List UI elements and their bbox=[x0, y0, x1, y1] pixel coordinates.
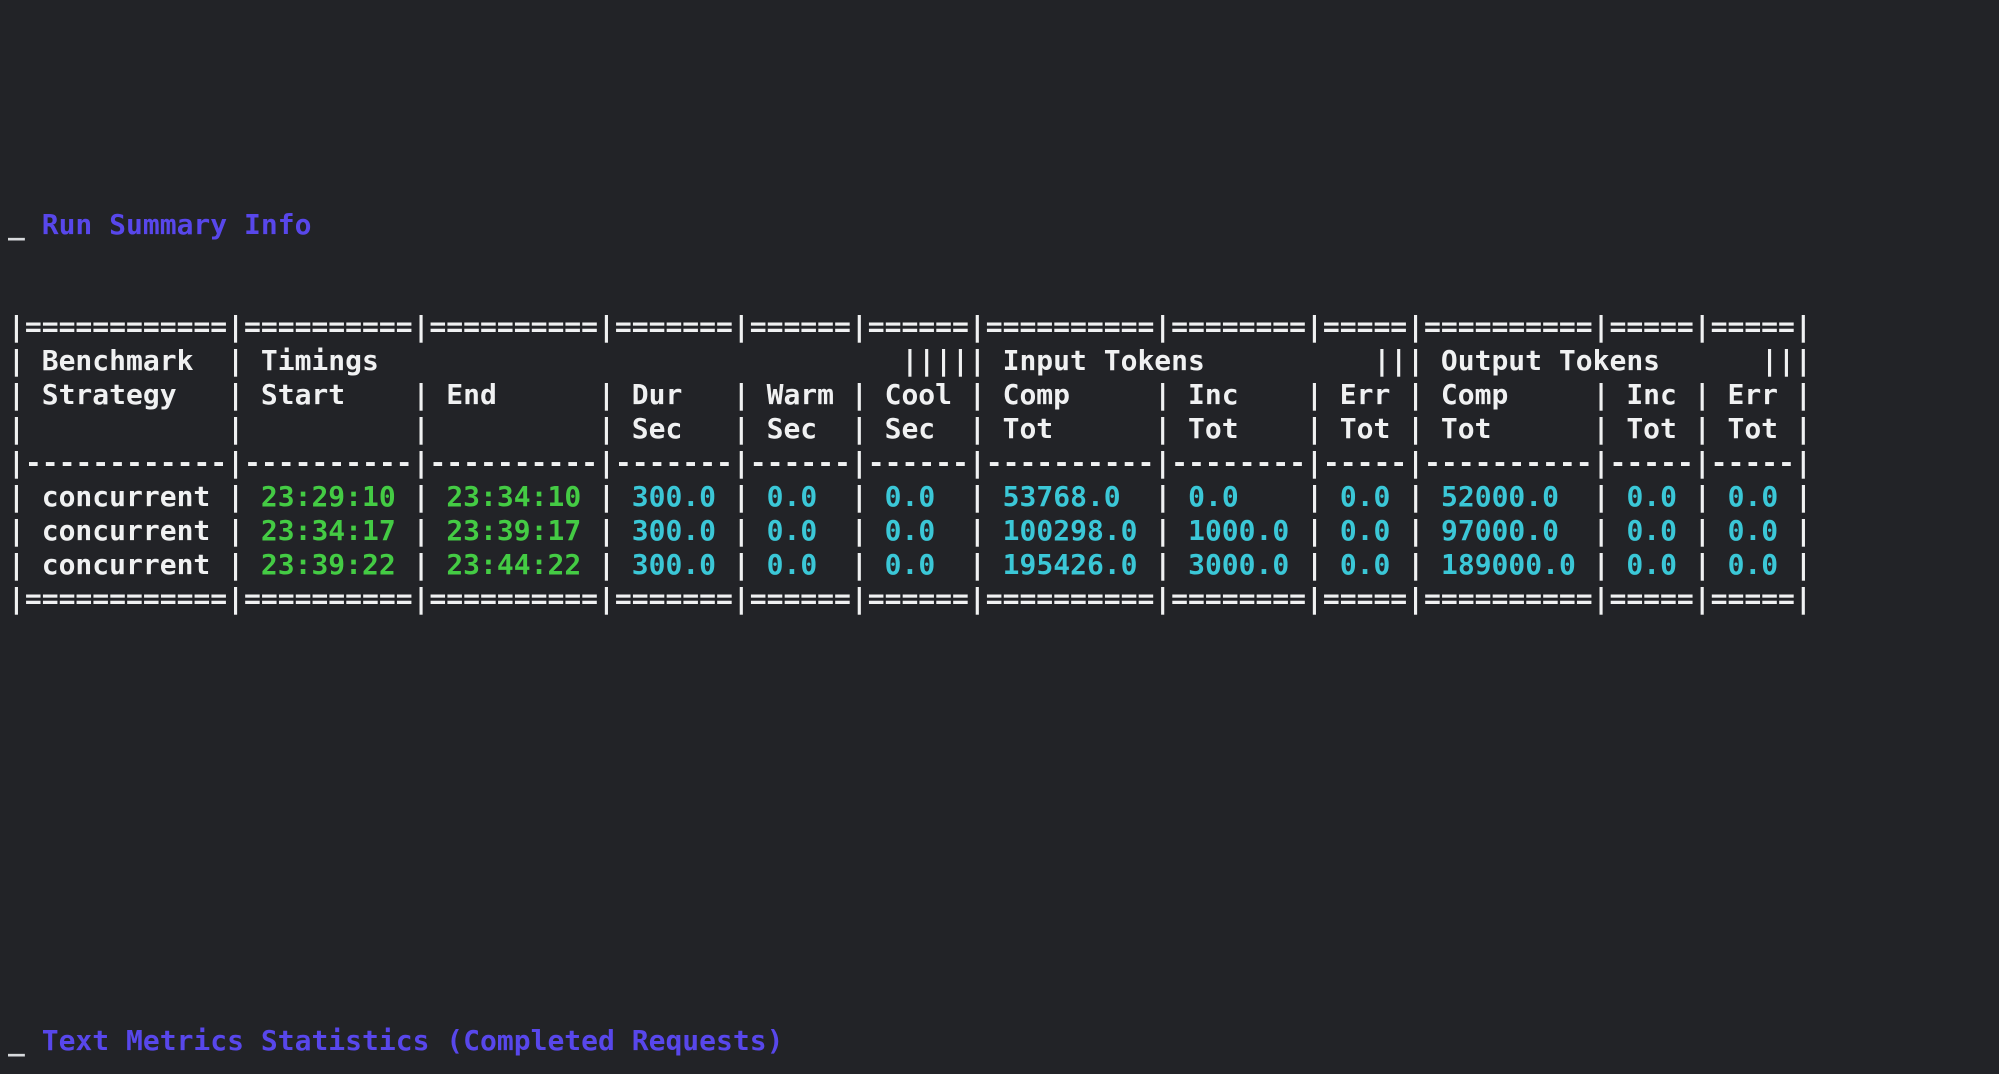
section-title: _ Run Summary Info bbox=[8, 208, 1999, 242]
numeric-value: 0.0 bbox=[1626, 548, 1677, 581]
cursor-underscore: _ bbox=[8, 1024, 25, 1057]
numeric-value: 0.0 bbox=[1188, 480, 1239, 513]
numeric-value: 0.0 bbox=[1727, 514, 1779, 547]
numeric-value: 0.0 bbox=[884, 480, 936, 513]
numeric-value: 300.0 bbox=[631, 514, 717, 547]
numeric-value: 0.0 bbox=[1626, 514, 1678, 547]
numeric-value: 0.0 bbox=[1339, 514, 1391, 547]
numeric-value: 0.0 bbox=[766, 514, 818, 547]
timestamp-value: 23:34:10 bbox=[446, 480, 582, 513]
numeric-value: 0.0 bbox=[1727, 480, 1779, 513]
numeric-value: 0.0 bbox=[1339, 480, 1391, 513]
numeric-value: 100298.0 bbox=[1002, 514, 1138, 547]
run-summary-table: |============|==========|==========|====… bbox=[8, 310, 1812, 615]
timestamp-value: 23:34:17 bbox=[260, 514, 396, 547]
run-summary-section: _ Run Summary Info |============|=======… bbox=[8, 140, 1999, 684]
text-metrics-title: Text Metrics Statistics (Completed Reque… bbox=[41, 1024, 784, 1057]
timestamp-value: 23:39:17 bbox=[446, 514, 582, 547]
numeric-value: 300.0 bbox=[631, 480, 717, 513]
numeric-value: 0.0 bbox=[1339, 548, 1391, 581]
numeric-value: 1000.0 bbox=[1188, 514, 1290, 547]
timestamp-value: 23:44:22 bbox=[446, 548, 582, 581]
cursor-underscore: _ bbox=[8, 208, 25, 241]
section-gap bbox=[8, 786, 1999, 854]
numeric-value: 3000.0 bbox=[1188, 548, 1290, 581]
numeric-value: 0.0 bbox=[1626, 480, 1678, 513]
numeric-value: 0.0 bbox=[884, 548, 936, 581]
text-metrics-section: _ Text Metrics Statistics (Completed Req… bbox=[8, 956, 1999, 1074]
numeric-value: 0.0 bbox=[884, 514, 936, 547]
numeric-value: 189000.0 bbox=[1440, 548, 1576, 581]
numeric-value: 0.0 bbox=[766, 480, 818, 513]
numeric-value: 53768.0 bbox=[1002, 480, 1121, 513]
section-title: _ Text Metrics Statistics (Completed Req… bbox=[8, 1024, 1999, 1058]
timestamp-value: 23:39:22 bbox=[260, 548, 396, 581]
run-summary-title: Run Summary Info bbox=[41, 208, 312, 241]
numeric-value: 300.0 bbox=[631, 548, 717, 581]
numeric-value: 195426.0 bbox=[1002, 548, 1138, 581]
numeric-value: 0.0 bbox=[766, 548, 818, 581]
numeric-value: 0.0 bbox=[1727, 548, 1779, 581]
timestamp-value: 23:29:10 bbox=[260, 480, 396, 513]
numeric-value: 97000.0 bbox=[1440, 514, 1559, 547]
numeric-value: 52000.0 bbox=[1441, 480, 1560, 513]
